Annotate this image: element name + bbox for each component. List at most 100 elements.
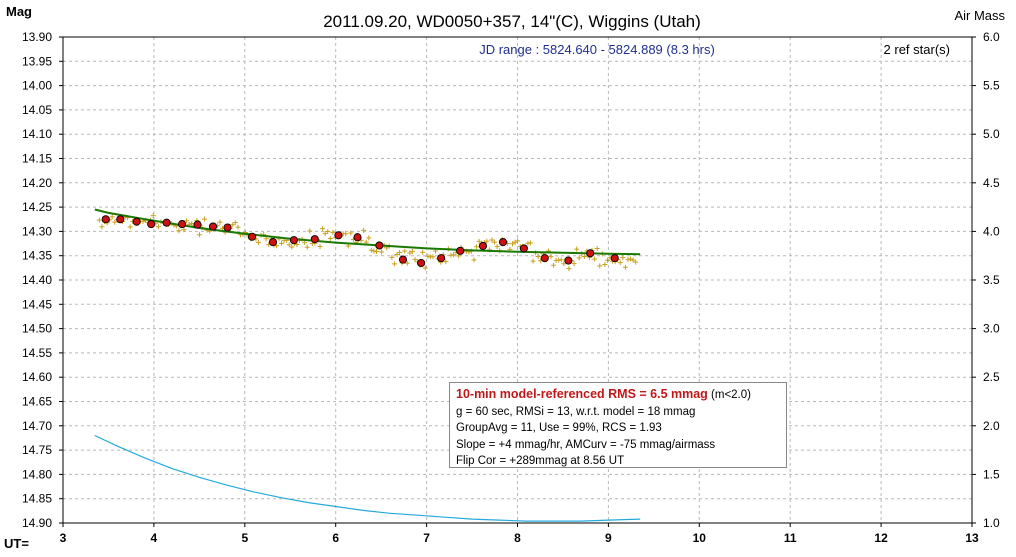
ref-stars-label: 2 ref star(s) [884,42,950,57]
rms-value: 10-min model-referenced RMS = 6.5 mmag [456,387,708,401]
individual-point [402,248,408,254]
group-average-point [289,236,298,245]
jd-range-subtitle: JD range : 5824.640 - 5824.889 (8.3 hrs) [479,42,715,57]
exposure-stats: g = 60 sec, RMSi = 13, w.r.t. model = 18… [456,405,696,418]
individual-point [394,251,400,257]
individual-point [558,257,564,263]
y-tick-label-right: 2.0 [983,419,1000,433]
y-tick-label-right: 1.0 [983,516,1000,530]
group-average-point [437,254,446,263]
individual-point [630,257,636,263]
grid-lines [63,37,972,523]
rms-line: 10-min model-referenced RMS = 6.5 mmag (… [456,386,780,404]
model-fit-line [94,208,641,256]
y-tick-label-right: 6.0 [983,30,1000,44]
individual-point [391,261,397,267]
y-tick-label-left: 14.45 [22,297,52,311]
individual-point [422,265,428,271]
individual-point [127,224,133,230]
individual-point [566,266,572,272]
y-tick-label-left: 13.95 [22,54,52,68]
individual-point [230,222,236,228]
group-average-point [178,220,187,229]
group-average-point [417,258,426,268]
y-tick-label-left: 14.15 [22,152,52,166]
individual-point [494,244,500,250]
x-tick-label: 8 [514,531,521,545]
y-tick-label-left: 14.80 [22,467,52,481]
individual-point [373,249,379,255]
individual-point [109,214,115,220]
individual-point [368,247,374,253]
individual-point [202,216,208,222]
individual-point [412,256,418,262]
individual-point [476,238,482,244]
group-average-point [310,235,319,244]
individual-point [294,242,300,248]
individual-point [371,248,377,254]
individual-point [620,255,626,261]
individual-point [330,229,336,235]
y-tick-label-left: 14.50 [22,322,52,336]
individual-point [420,249,426,255]
group-average-point [398,255,408,264]
y-tick-label-left: 14.75 [22,443,52,457]
group-average-point [223,223,232,232]
individual-point [155,224,161,230]
individual-point [409,248,415,254]
y-tick-label-left: 14.70 [22,419,52,433]
individual-point [99,224,105,230]
y-tick-label-left: 13.90 [22,30,52,44]
individual-point [181,227,187,233]
individual-point [489,237,495,243]
individual-point [471,257,477,263]
group-average-point [334,231,343,240]
individual-point [443,259,449,265]
y-tick-label-right: 4.0 [983,224,1000,238]
individual-point [450,252,456,258]
individual-point [407,250,413,256]
y-axis-title-left: Mag [6,4,32,19]
individual-point [397,249,403,255]
group-average-point [193,220,202,229]
chart-title: 2011.09.20, WD0050+357, 14"(C), Wiggins … [323,12,701,31]
rms-suffix: (m<2.0) [711,389,751,401]
group-average-point [456,246,465,255]
y-axis-title-right: Air Mass [954,8,1005,23]
individual-point [474,244,480,250]
individual-point [576,255,582,261]
individual-point [150,213,156,219]
y-tick-label-right: 5.5 [983,79,1000,93]
group-average-point [564,256,573,265]
individual-point [512,239,518,245]
x-tick-label: 6 [332,531,339,545]
air-mass-layer [94,434,641,522]
y-tick-label-left: 14.85 [22,492,52,506]
individual-point [556,257,562,263]
x-tick-label: 4 [151,531,158,545]
group-average-point [498,238,508,247]
individual-point [348,230,354,236]
y-tick-label-right: 2.5 [983,370,1000,384]
individual-point [196,232,202,238]
individual-point [379,249,385,255]
y-tick-label-right: 3.0 [983,322,1000,336]
model-fit-layer [94,208,641,256]
group-average-point [586,249,595,258]
individual-point [325,229,331,235]
y-tick-label-left: 14.30 [22,224,52,238]
x-tick-label: 12 [874,531,888,545]
group-average-point [132,217,141,226]
x-tick-label: 9 [605,531,612,545]
statistics-box: 10-min model-referenced RMS = 6.5 mmag (… [449,382,787,468]
individual-point [602,262,608,268]
group-average-point [610,254,619,263]
individual-point [592,256,598,262]
individual-point [425,253,431,259]
individual-point [430,254,436,260]
individual-point [232,220,238,226]
individual-point [509,241,515,247]
individual-point [561,261,567,267]
individual-point [176,228,182,234]
